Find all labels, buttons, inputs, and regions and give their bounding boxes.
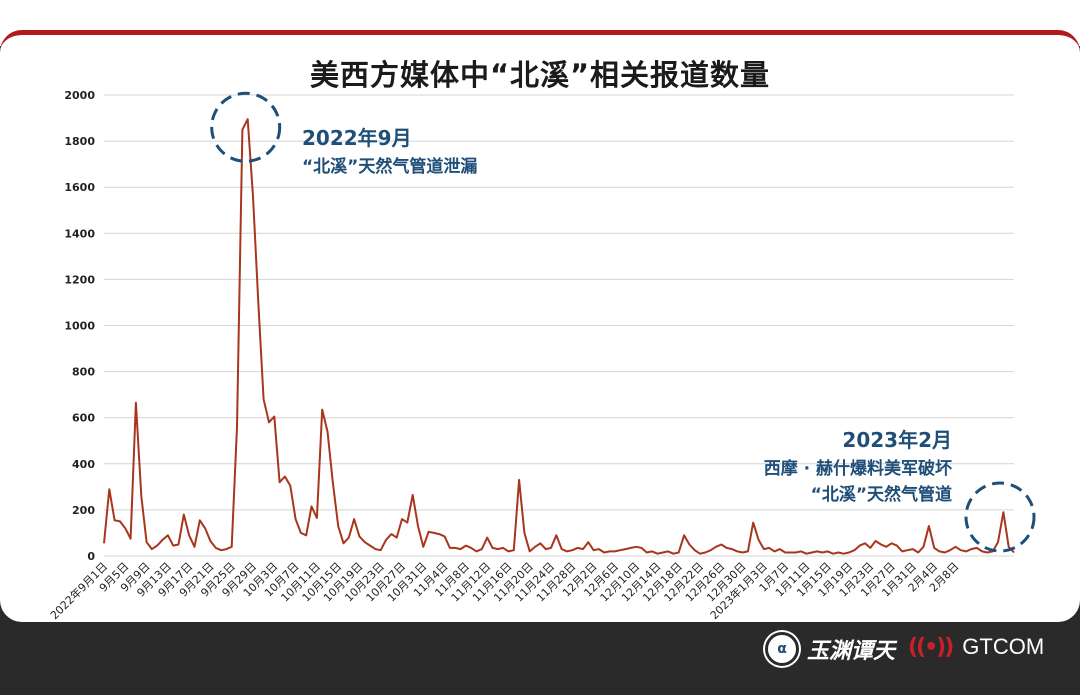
chart-title: 美西方媒体中“北溪”相关报道数量 [309, 58, 771, 92]
y-tick-label: 1800 [64, 135, 95, 148]
annotation-recent-date: 2023年2月 [842, 428, 952, 452]
annotation-recent-subject: “北溪”天然气管道 [810, 485, 952, 505]
y-tick-label: 1000 [64, 320, 95, 333]
gtcom-logo-text: GTCOM [962, 634, 1045, 659]
y-tick-label: 1600 [64, 181, 95, 194]
yuyuantantian-logo-text: 玉渊谭天 [807, 638, 896, 664]
y-tick-label: 600 [72, 412, 95, 425]
annotation-peak-event: “北溪”天然气管道泄漏 [302, 157, 478, 177]
footer-bar [0, 622, 1080, 695]
yuyuantantian-logo: α 玉渊谭天 [765, 632, 895, 666]
y-tick-label: 2000 [64, 89, 95, 102]
y-tick-label: 1200 [64, 273, 95, 286]
y-tick-label: 200 [72, 504, 95, 517]
y-tick-label: 400 [72, 458, 95, 471]
gtcom-logo: ((•)) GTCOM [908, 634, 1044, 660]
annotation-recent-event: 西摩 · 赫什爆料美军破坏 [763, 459, 952, 479]
gtcom-signal-icon: ((•)) [908, 634, 954, 660]
series-line [103, 118, 1015, 555]
y-tick-label: 1400 [64, 227, 95, 240]
y-tick-label: 0 [87, 550, 95, 563]
annotation-peak-date: 2022年9月 [302, 126, 412, 150]
yuyuantantian-logo-icon: α [765, 632, 799, 666]
y-tick-label: 800 [72, 366, 95, 379]
line-chart: 0 200 400 600 800 1000 1200 1400 1600 1800 2000 202… [47, 89, 1036, 622]
recent-highlight-circle [964, 481, 1036, 553]
chart-card: 0 200 400 600 800 1000 1200 1400 1600 1800 2000 202… [0, 30, 1080, 622]
peak-highlight-circle [210, 91, 282, 163]
